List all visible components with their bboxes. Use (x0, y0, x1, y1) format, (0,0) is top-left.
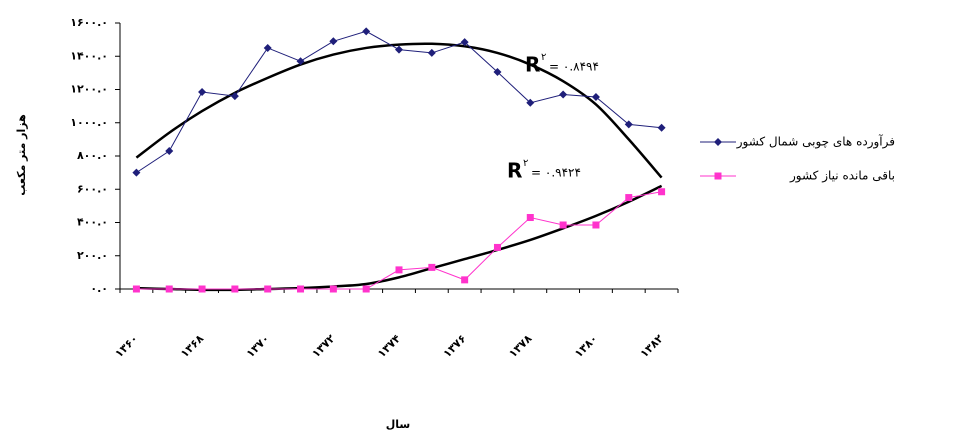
point (198, 87, 207, 96)
point (231, 285, 239, 293)
x-tick-label: ۱۳۷۰ (244, 332, 272, 360)
y-tick-label: ۱۰۰۰.۰ (70, 116, 108, 129)
legend-label: باقی مانده نیاز کشور (789, 169, 895, 184)
point (263, 43, 272, 52)
r2-value: = ۰.۹۴۲۴ (531, 166, 581, 180)
point (591, 92, 600, 101)
x-tick-label: ۱۳۶۰ (112, 332, 140, 360)
point (559, 221, 567, 229)
point (461, 276, 469, 284)
y-axis-title: هزار متر مکعب (15, 114, 28, 195)
point (427, 48, 436, 57)
x-tick-label: ۱۳۷۲ (309, 332, 337, 360)
y-tick-label: ۱۲۰۰.۰ (70, 83, 108, 96)
r2-symbol: R (507, 159, 522, 183)
point (264, 285, 272, 293)
point (198, 285, 206, 293)
x-tick-label: ۱۳۸۲ (638, 332, 666, 360)
point (362, 285, 370, 293)
y-tick-label: ۶۰۰.۰ (77, 182, 108, 195)
y-tick-label: ۰.۰ (90, 282, 108, 295)
y-tick-label: ۱۶۰۰.۰ (70, 16, 108, 29)
point (526, 98, 535, 107)
y-tick-label: ۱۴۰۰.۰ (70, 49, 108, 62)
trendline (135, 42, 663, 179)
point (624, 120, 633, 129)
x-tick-label: ۱۳۸۰ (572, 332, 600, 360)
point (395, 45, 403, 54)
legend-label: فرآورده های چوبی شمال کشور (736, 134, 895, 150)
point (132, 285, 140, 293)
point (460, 38, 469, 47)
point (658, 188, 666, 196)
r2-symbol: R (525, 53, 540, 77)
point (592, 221, 600, 229)
point (362, 27, 371, 36)
point (296, 57, 305, 66)
point (493, 243, 501, 251)
point (526, 214, 534, 222)
r2-sup: ۲ (523, 158, 528, 169)
point (657, 123, 666, 132)
point (493, 68, 502, 77)
x-tick-label: ۱۳۷۸ (506, 332, 534, 360)
point (395, 266, 403, 274)
point (714, 138, 722, 146)
point (165, 147, 174, 156)
series-line (136, 191, 662, 290)
y-tick-label: ۲۰۰.۰ (77, 249, 108, 262)
x-tick-label: ۱۳۶۸ (178, 332, 206, 360)
y-tick-label: ۸۰۰.۰ (77, 149, 108, 162)
r2-sup: ۲ (541, 52, 546, 63)
point (428, 263, 436, 271)
x-tick-label: ۱۳۷۶ (441, 332, 469, 360)
point (329, 37, 338, 46)
x-tick-label: ۱۳۷۴ (375, 332, 403, 360)
point (559, 90, 568, 99)
point (714, 172, 722, 180)
point (625, 194, 633, 202)
r2-value: = ۰.۸۴۹۴ (549, 60, 599, 74)
x-axis-title: سال (386, 418, 411, 431)
point (297, 285, 305, 293)
point (132, 168, 141, 177)
point (329, 285, 337, 293)
point (165, 285, 173, 293)
point (230, 92, 239, 101)
y-tick-label: ۴۰۰.۰ (77, 216, 108, 229)
trendline (136, 184, 663, 292)
